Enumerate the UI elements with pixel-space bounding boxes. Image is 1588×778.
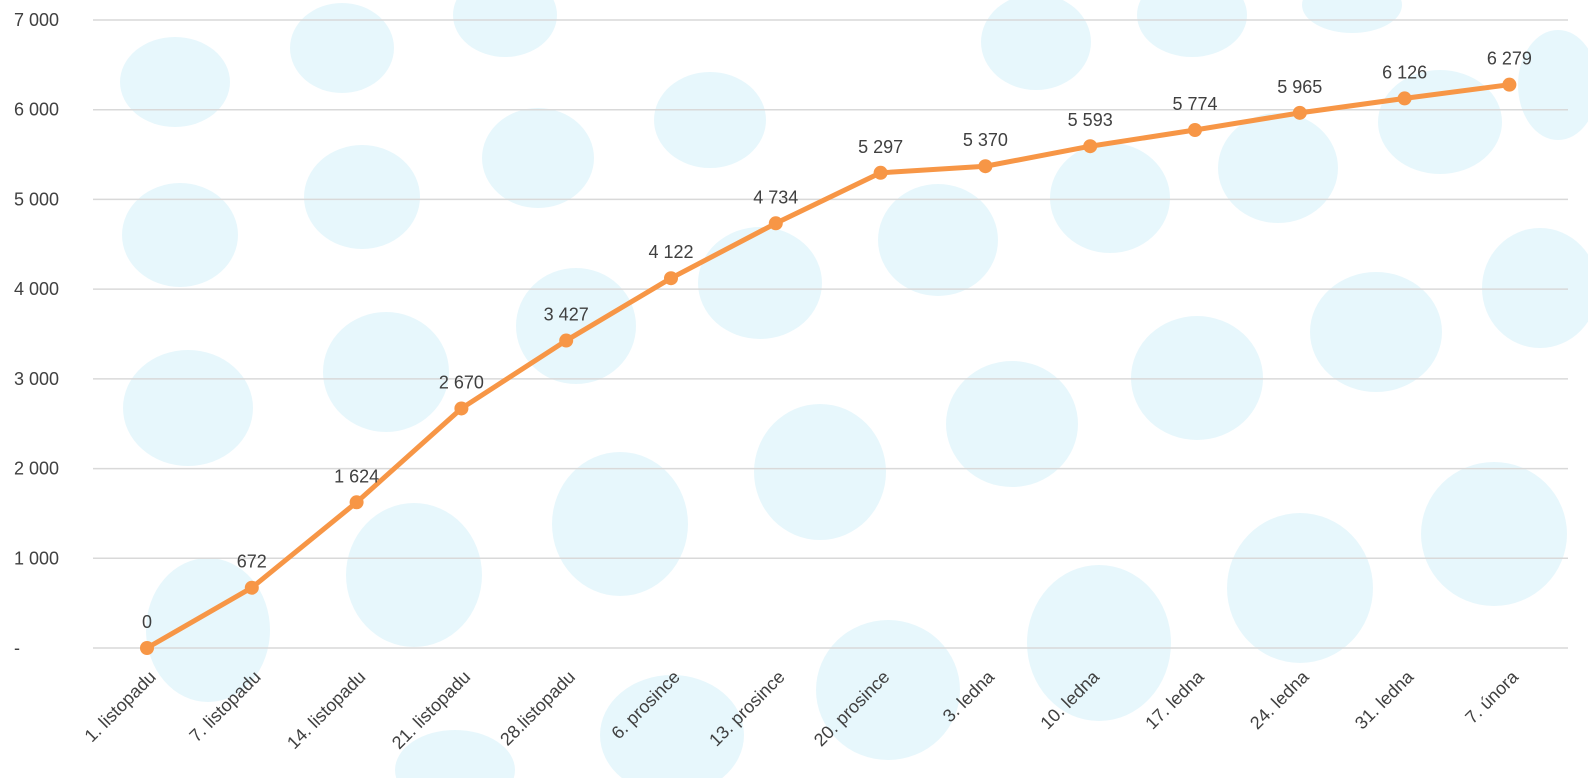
data-point [1188,122,1202,137]
background-bubble [304,145,420,249]
background-bubble [1518,30,1588,140]
background-bubble [1227,513,1373,663]
data-label: 0 [142,612,152,632]
y-tick-label: 6 000 [14,100,59,120]
x-tick-label: 14. listopadu [283,667,369,753]
data-label: 5 965 [1277,77,1322,97]
x-tick-label: 31. ledna [1351,666,1418,733]
background-bubble [1027,565,1171,721]
data-point [978,159,993,174]
background-bubble [346,503,482,647]
y-tick-label: 5 000 [14,189,59,209]
background-bubble [1310,272,1442,392]
data-label: 1 624 [334,466,379,486]
series-line-path [144,82,1512,651]
data-point [1083,139,1098,154]
data-label: 2 670 [439,372,484,392]
background-bubble [1137,0,1247,57]
data-labels: 0 672 1 624 2 670 3 427 4 122 4 734 5 297 5 370 5… [142,49,1532,632]
y-axis-ticks: - 1 000 2 000 3 000 4 000 5 000 6 000 7 000 [14,10,59,658]
background-bubble [1421,462,1567,606]
background-bubble [1218,113,1338,223]
data-point [349,495,364,510]
data-label: 5 593 [1068,110,1113,130]
background-bubble [1482,228,1588,348]
background-bubble [453,0,557,57]
data-label: 5 370 [963,130,1008,150]
x-tick-label: 1. listopadu [81,667,160,746]
data-point [454,401,469,416]
data-point [1397,91,1412,106]
y-tick-label: 2 000 [14,459,59,479]
background-bubble [816,620,960,760]
background-bubble [123,350,253,466]
background-bubble [946,361,1078,487]
data-label: 6 126 [1382,62,1427,82]
background-bubble [600,675,744,778]
data-label: 3 427 [544,305,589,325]
background-pattern [120,0,1588,778]
background-bubble [552,452,688,596]
background-bubble [290,3,394,93]
background-bubble [1302,0,1402,33]
data-point [140,641,154,655]
x-axis-ticks: 1. listopadu 7. listopadu 14. listopadu 21.… [81,666,1523,753]
data-point [873,165,888,180]
series-points [140,77,1517,655]
background-bubble [395,730,515,778]
x-tick-label: 24. ledna [1246,666,1313,733]
series-line [144,82,1512,651]
data-point [768,216,783,231]
y-tick-label: 7 000 [14,10,59,30]
data-label: 672 [237,552,267,572]
background-bubble [1131,316,1263,440]
data-label: 5 297 [858,137,903,157]
background-bubble [981,0,1091,90]
y-tick-label: 4 000 [14,279,59,299]
data-label: 6 279 [1487,49,1532,69]
y-tick-label: 3 000 [14,369,59,389]
y-tick-label: - [14,638,20,658]
data-label: 4 734 [753,187,798,207]
y-tick-label: 1 000 [14,548,59,568]
x-tick-label: 7. února [1461,666,1523,728]
data-point [244,580,259,595]
data-label: 5 774 [1172,94,1217,114]
data-point [1292,105,1307,120]
background-bubble [878,184,998,296]
background-bubble [654,72,766,168]
data-point [559,333,574,348]
x-tick-label: 28.listopadu [496,667,579,750]
background-bubble [323,312,449,432]
background-bubble [516,268,636,384]
background-bubble [698,227,822,339]
background-bubble [122,183,238,287]
data-label: 4 122 [648,242,693,262]
data-point [1502,77,1517,92]
background-bubble [1050,143,1170,253]
background-bubble [482,108,594,208]
background-bubble [120,37,230,127]
background-bubble [754,404,886,540]
data-point [664,271,678,286]
